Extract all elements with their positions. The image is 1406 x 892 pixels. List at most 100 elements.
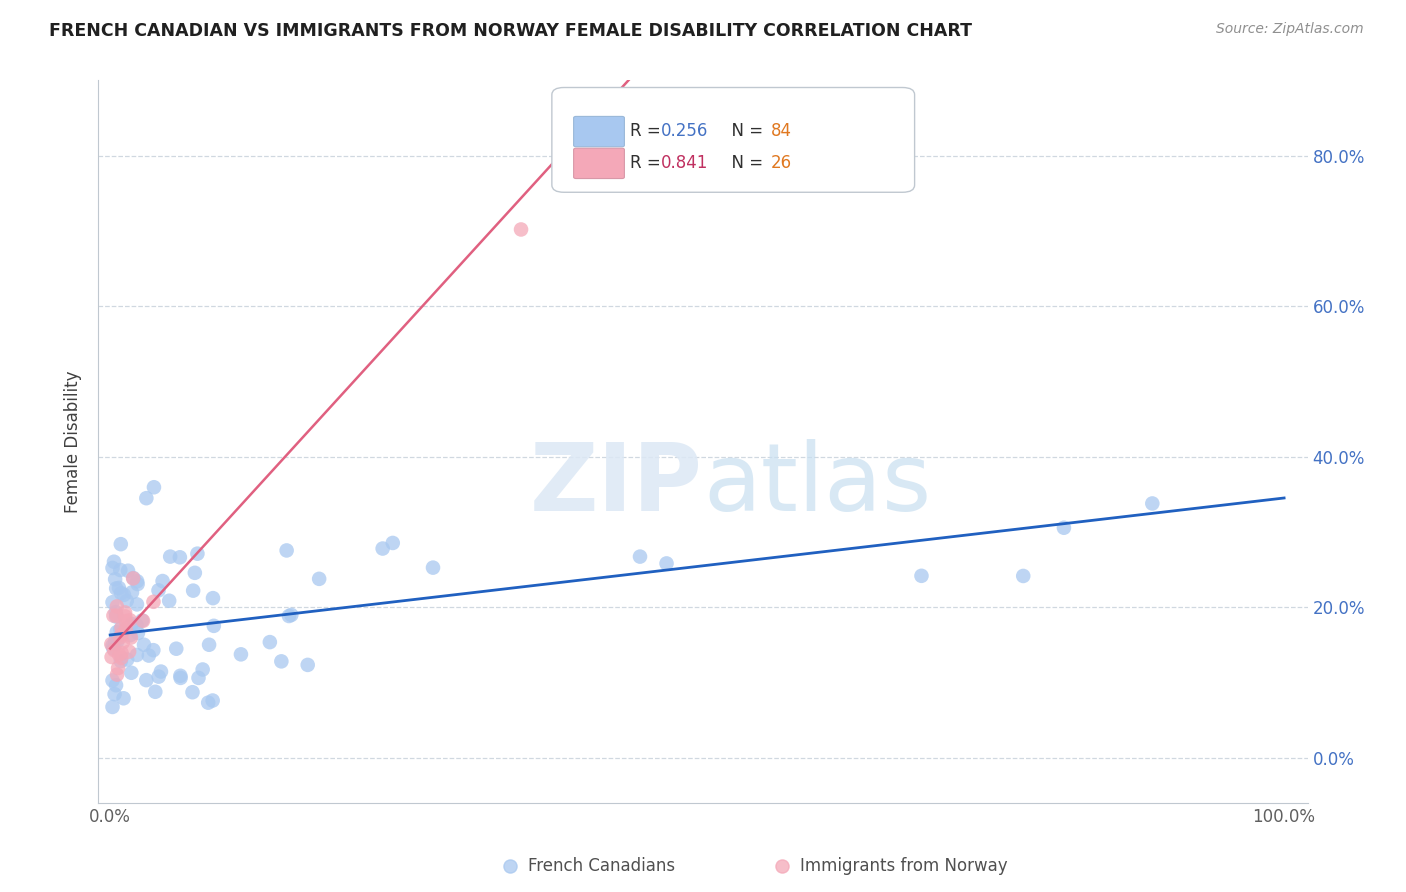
Point xyxy=(308,572,330,586)
Point xyxy=(157,593,180,607)
Point xyxy=(103,608,125,623)
Point xyxy=(148,583,170,598)
Point xyxy=(110,621,132,635)
Text: Source: ZipAtlas.com: Source: ZipAtlas.com xyxy=(1216,22,1364,37)
Point xyxy=(120,631,142,645)
Point xyxy=(114,609,136,624)
Point xyxy=(117,564,139,578)
Text: R =: R = xyxy=(630,154,666,172)
Point xyxy=(110,563,132,577)
Text: Immigrants from Norway: Immigrants from Norway xyxy=(800,857,1007,875)
Text: FRENCH CANADIAN VS IMMIGRANTS FROM NORWAY FEMALE DISABILITY CORRELATION CHART: FRENCH CANADIAN VS IMMIGRANTS FROM NORWA… xyxy=(49,22,972,40)
Point xyxy=(169,669,191,683)
Point xyxy=(127,574,149,589)
Point xyxy=(229,648,252,662)
Point xyxy=(105,582,128,596)
Point xyxy=(498,817,520,831)
Point xyxy=(101,673,124,688)
Point xyxy=(101,639,124,653)
Point xyxy=(122,571,145,585)
Point xyxy=(148,670,170,684)
Point xyxy=(125,648,148,662)
Point xyxy=(105,609,128,624)
FancyBboxPatch shape xyxy=(574,148,624,178)
Text: N =: N = xyxy=(721,154,769,172)
Point xyxy=(510,222,533,236)
Text: atlas: atlas xyxy=(703,439,931,531)
Point xyxy=(114,622,136,636)
Point xyxy=(276,543,298,558)
Point xyxy=(191,663,214,677)
Point xyxy=(149,665,172,679)
Point xyxy=(1142,496,1164,510)
Point xyxy=(138,648,160,663)
Point xyxy=(371,541,394,556)
Point xyxy=(120,628,142,642)
Point xyxy=(184,566,207,580)
Point xyxy=(127,626,149,640)
Point xyxy=(762,817,785,831)
Text: French Canadians: French Canadians xyxy=(527,857,675,875)
Point xyxy=(105,625,128,640)
Point xyxy=(169,550,191,565)
Text: ZIP: ZIP xyxy=(530,439,703,531)
Point xyxy=(105,608,128,623)
FancyBboxPatch shape xyxy=(551,87,915,193)
Point xyxy=(132,638,155,652)
Point xyxy=(115,594,138,608)
Point xyxy=(201,693,224,707)
Point xyxy=(115,652,138,666)
Point xyxy=(104,572,127,586)
Point xyxy=(131,613,153,627)
Point xyxy=(297,657,319,672)
Point xyxy=(103,643,125,657)
Point xyxy=(108,648,131,662)
Point xyxy=(120,665,142,680)
Point xyxy=(422,560,444,574)
Point xyxy=(270,654,292,668)
Point xyxy=(181,583,204,598)
Point xyxy=(181,685,204,699)
Point xyxy=(108,631,131,645)
Point xyxy=(122,571,145,585)
Point xyxy=(910,569,932,583)
Point xyxy=(100,637,122,651)
Point xyxy=(152,574,174,588)
Point xyxy=(103,687,125,701)
Point xyxy=(110,586,132,600)
Point xyxy=(135,491,157,505)
Point xyxy=(108,581,131,595)
Point xyxy=(105,599,128,614)
Point xyxy=(165,641,187,656)
Point xyxy=(159,549,181,564)
Point xyxy=(100,650,122,665)
Point xyxy=(110,651,132,665)
Point xyxy=(628,549,651,564)
Point xyxy=(187,671,209,685)
Point xyxy=(101,595,124,609)
Text: R =: R = xyxy=(630,122,666,140)
Point xyxy=(121,585,143,599)
FancyBboxPatch shape xyxy=(574,116,624,147)
Point xyxy=(142,480,165,494)
Point xyxy=(110,622,132,636)
Point xyxy=(111,635,134,649)
Point xyxy=(125,598,148,612)
Point xyxy=(112,691,135,706)
Point xyxy=(118,613,141,627)
Point xyxy=(104,634,127,648)
Point xyxy=(121,617,143,632)
Point xyxy=(101,700,124,714)
Text: 26: 26 xyxy=(770,154,792,172)
Point xyxy=(103,555,125,569)
Point xyxy=(142,643,165,657)
Point xyxy=(198,638,221,652)
Point xyxy=(105,634,128,648)
Point xyxy=(110,646,132,660)
Text: 84: 84 xyxy=(770,122,792,140)
Point xyxy=(125,618,148,632)
Point xyxy=(107,661,129,675)
Point xyxy=(197,696,219,710)
Point xyxy=(105,667,128,681)
Text: 0.841: 0.841 xyxy=(661,154,709,172)
